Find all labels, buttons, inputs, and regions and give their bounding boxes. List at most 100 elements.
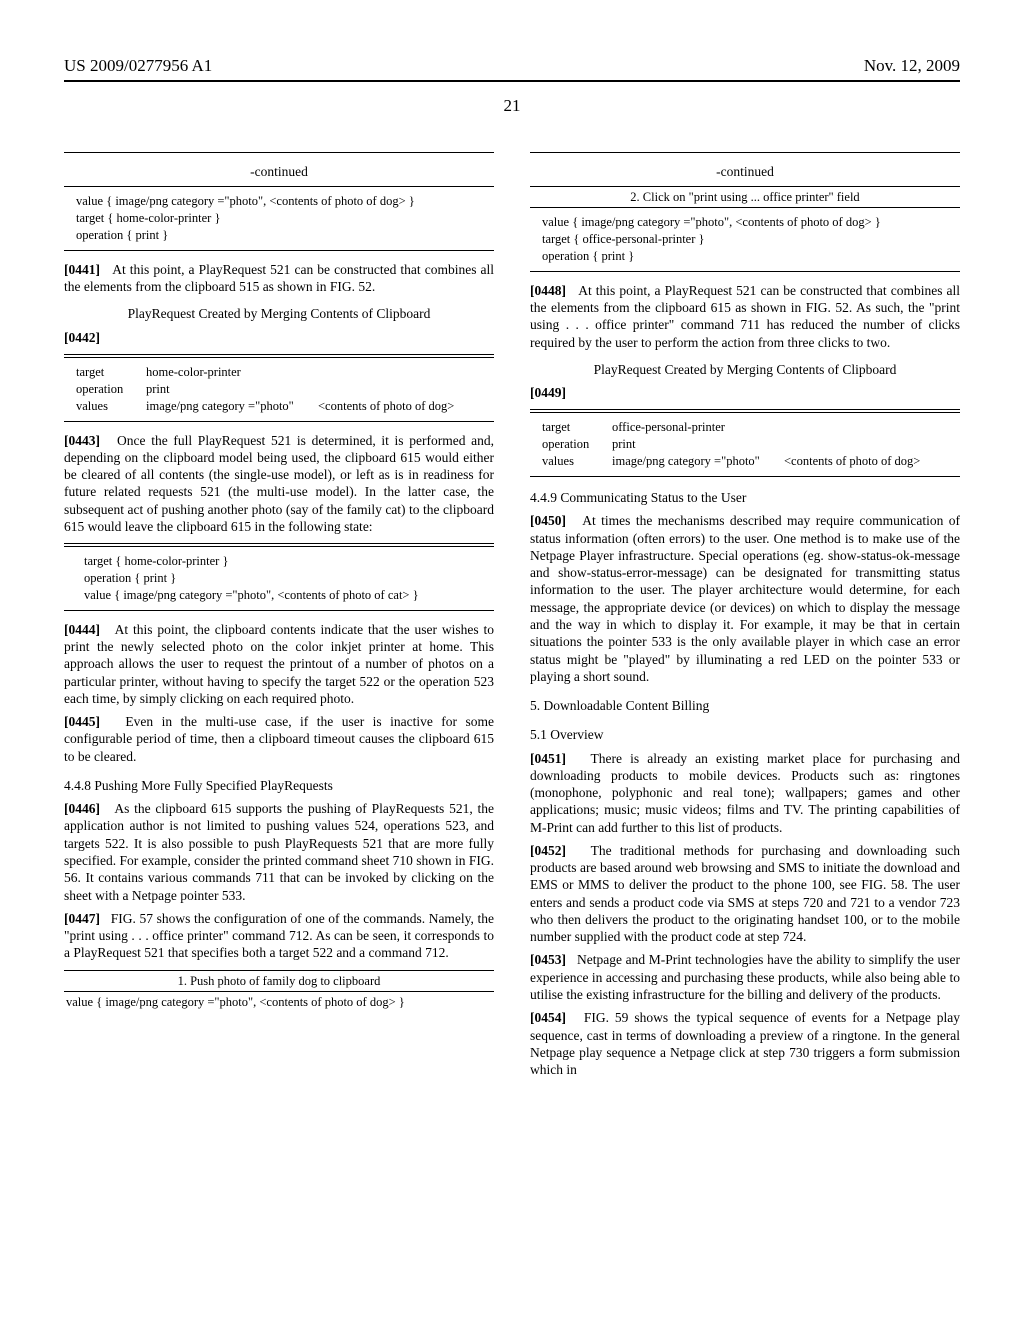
section-5: 5. Downloadable Content Billing bbox=[530, 697, 960, 714]
cell: image/png category ="photo" bbox=[612, 453, 784, 470]
rule bbox=[64, 357, 494, 358]
rule bbox=[64, 421, 494, 422]
publication-date: Nov. 12, 2009 bbox=[864, 56, 960, 76]
rule bbox=[530, 152, 960, 153]
rule bbox=[64, 543, 494, 544]
code-block: value { image/png category ="photo", <co… bbox=[64, 189, 494, 248]
code-line: operation { print } bbox=[542, 248, 956, 265]
para-text: Even in the multi-use case, if the user … bbox=[64, 714, 494, 764]
code-block: value { image/png category ="photo", <co… bbox=[530, 210, 960, 269]
push-step-block: 1. Push photo of family dog to clipboard… bbox=[64, 970, 494, 1010]
cell: print bbox=[612, 436, 956, 453]
para-num: [0443] bbox=[64, 433, 100, 448]
cell: home-color-printer bbox=[146, 364, 490, 381]
para-0448: [0448] At this point, a PlayRequest 521 … bbox=[530, 282, 960, 351]
cell: target bbox=[542, 419, 612, 436]
para-0454: [0454] FIG. 59 shows the typical sequenc… bbox=[530, 1009, 960, 1078]
table-row: targethome-color-printer bbox=[76, 364, 490, 381]
rule bbox=[64, 354, 494, 355]
para-num: [0441] bbox=[64, 262, 100, 277]
para-0443: [0443] Once the full PlayRequest 521 is … bbox=[64, 432, 494, 536]
para-0450: [0450] At times the mechanisms described… bbox=[530, 512, 960, 685]
para-text: FIG. 59 shows the typical sequence of ev… bbox=[530, 1010, 960, 1077]
table-row: valuesimage/png category ="photo"<conten… bbox=[76, 398, 490, 415]
table-row: valuesimage/png category ="photo"<conten… bbox=[542, 453, 956, 470]
rule bbox=[530, 412, 960, 413]
para-text: As the clipboard 615 supports the pushin… bbox=[64, 801, 494, 902]
patent-page: US 2009/0277956 A1 Nov. 12, 2009 21 -con… bbox=[0, 0, 1024, 1320]
continued-block-1: -continued value { image/png category ="… bbox=[64, 152, 494, 251]
para-num: [0454] bbox=[530, 1010, 566, 1025]
rule bbox=[530, 186, 960, 187]
para-text: At this point, the clipboard contents in… bbox=[64, 622, 494, 706]
playrequest-title-2: PlayRequest Created by Merging Contents … bbox=[530, 361, 960, 378]
publication-number: US 2009/0277956 A1 bbox=[64, 56, 212, 76]
table-row: targetoffice-personal-printer bbox=[542, 419, 956, 436]
continued-label: -continued bbox=[530, 163, 960, 180]
code-line: target { home-color-printer } bbox=[84, 553, 490, 570]
continued-block-2: -continued 2. Click on "print using ... … bbox=[530, 152, 960, 272]
clipboard-state-block: target { home-color-printer } operation … bbox=[64, 543, 494, 611]
cell: target bbox=[76, 364, 146, 381]
rule bbox=[64, 152, 494, 153]
rule bbox=[530, 271, 960, 272]
rule bbox=[64, 610, 494, 611]
para-0451: [0451] There is already an existing mark… bbox=[530, 750, 960, 836]
playrequest-table-1: targethome-color-printer operationprint … bbox=[64, 354, 494, 422]
para-0442: [0442] bbox=[64, 329, 494, 346]
cell: <contents of photo of dog> bbox=[784, 453, 956, 470]
rule bbox=[64, 250, 494, 251]
cell: operation bbox=[76, 381, 146, 398]
rule bbox=[64, 546, 494, 547]
para-num: [0442] bbox=[64, 330, 100, 345]
section-449: 4.4.9 Communicating Status to the User bbox=[530, 489, 960, 506]
table-row: operationprint bbox=[76, 381, 490, 398]
para-num: [0453] bbox=[530, 952, 566, 967]
para-num: [0449] bbox=[530, 385, 566, 400]
para-text: The traditional methods for purchasing a… bbox=[530, 843, 960, 944]
para-text: There is already an existing market plac… bbox=[530, 751, 960, 835]
cell: office-personal-printer bbox=[612, 419, 956, 436]
playrequest-table-2: targetoffice-personal-printer operationp… bbox=[530, 409, 960, 477]
section-448: 4.4.8 Pushing More Fully Specified PlayR… bbox=[64, 777, 494, 794]
left-column: -continued value { image/png category ="… bbox=[64, 144, 494, 1084]
step-line: 2. Click on "print using ... office prin… bbox=[530, 189, 960, 205]
code-line: value { image/png category ="photo", <co… bbox=[76, 193, 490, 210]
page-number: 21 bbox=[64, 96, 960, 116]
rule bbox=[530, 207, 960, 208]
para-0446: [0446] As the clipboard 615 supports the… bbox=[64, 800, 494, 904]
para-0445: [0445] Even in the multi-use case, if th… bbox=[64, 713, 494, 765]
para-0441: [0441] At this point, a PlayRequest 521 … bbox=[64, 261, 494, 296]
para-num: [0451] bbox=[530, 751, 566, 766]
table-body: targethome-color-printer operationprint … bbox=[64, 360, 494, 419]
cell: <contents of photo of dog> bbox=[318, 398, 490, 415]
cell: operation bbox=[542, 436, 612, 453]
cell: values bbox=[76, 398, 146, 415]
para-text: At this point, a PlayRequest 521 can be … bbox=[530, 283, 960, 350]
code-line: operation { print } bbox=[76, 227, 490, 244]
para-num: [0445] bbox=[64, 714, 100, 729]
page-header: US 2009/0277956 A1 Nov. 12, 2009 bbox=[64, 56, 960, 76]
right-column: -continued 2. Click on "print using ... … bbox=[530, 144, 960, 1084]
para-0453: [0453] Netpage and M-Print technologies … bbox=[530, 951, 960, 1003]
cell: image/png category ="photo" bbox=[146, 398, 318, 415]
code-line: value { image/png category ="photo", <co… bbox=[542, 214, 956, 231]
playrequest-title: PlayRequest Created by Merging Contents … bbox=[64, 305, 494, 322]
table-body: targetoffice-personal-printer operationp… bbox=[530, 415, 960, 474]
para-num: [0450] bbox=[530, 513, 566, 528]
section-51: 5.1 Overview bbox=[530, 726, 960, 743]
para-num: [0447] bbox=[64, 911, 100, 926]
code-block: target { home-color-printer } operation … bbox=[64, 549, 494, 608]
para-0444: [0444] At this point, the clipboard cont… bbox=[64, 621, 494, 707]
rule bbox=[64, 186, 494, 187]
rule bbox=[64, 991, 494, 992]
cell: values bbox=[542, 453, 612, 470]
para-text: Once the full PlayRequest 521 is determi… bbox=[64, 433, 494, 534]
rule bbox=[530, 476, 960, 477]
rule bbox=[530, 409, 960, 410]
cell: print bbox=[146, 381, 490, 398]
para-0447: [0447] FIG. 57 shows the configuration o… bbox=[64, 910, 494, 962]
para-text: At times the mechanisms described may re… bbox=[530, 513, 960, 683]
para-text: At this point, a PlayRequest 521 can be … bbox=[64, 262, 494, 294]
table-row: operationprint bbox=[542, 436, 956, 453]
